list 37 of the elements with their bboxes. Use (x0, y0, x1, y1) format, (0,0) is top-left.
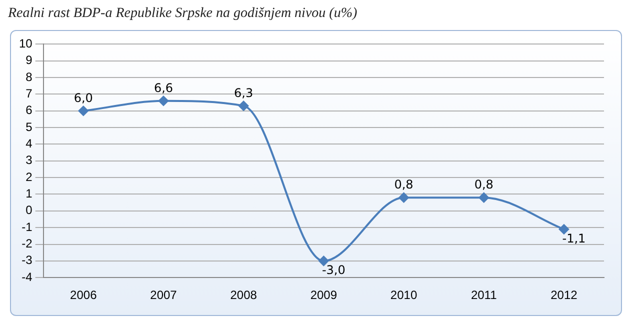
y-tick-label: 6 (26, 103, 33, 118)
chart-title: Realni rast BDP-a Republike Srpske na godišnjem nivou (u%) (8, 6, 358, 22)
data-label: 0,8 (394, 178, 414, 192)
y-tick-label: 8 (26, 70, 33, 84)
y-tick-label: -4 (22, 270, 33, 284)
x-tick-label: 2010 (390, 288, 418, 302)
data-label: -3,0 (322, 263, 346, 278)
data-label: 6,3 (234, 86, 254, 100)
x-tick-label: 2011 (470, 288, 498, 302)
y-tick-label: 0 (26, 203, 33, 218)
y-tick-label: -1 (22, 220, 33, 234)
y-tick-label: 2 (26, 170, 33, 184)
point (318, 256, 329, 266)
point (238, 100, 249, 111)
data-label: 6,6 (154, 81, 174, 96)
y-tick-label: 7 (26, 86, 33, 101)
point (558, 224, 569, 234)
y-tick-label: -2 (22, 236, 33, 251)
x-tick-label: 2012 (550, 288, 578, 302)
y-tick-label: 10 (18, 36, 33, 51)
y-tick-label: 9 (26, 53, 33, 68)
y-tick-label: 1 (26, 186, 33, 201)
y-tick-label: 3 (26, 153, 33, 168)
y-tick-label: -3 (22, 253, 33, 268)
x-tick-label: 2007 (150, 288, 178, 302)
data-label: -1,1 (562, 231, 586, 246)
y-tick-label: 4 (26, 136, 33, 151)
x-tick-label: 2006 (70, 288, 98, 302)
point (78, 106, 88, 116)
point (478, 192, 489, 203)
x-tick-label: 2008 (230, 288, 258, 302)
point (158, 96, 168, 106)
x-tick-label: 2009 (310, 288, 338, 302)
data-label: 0,8 (474, 178, 494, 192)
point (398, 192, 409, 203)
data-label: 6,0 (74, 91, 93, 106)
y-tick-label: 5 (26, 120, 33, 134)
